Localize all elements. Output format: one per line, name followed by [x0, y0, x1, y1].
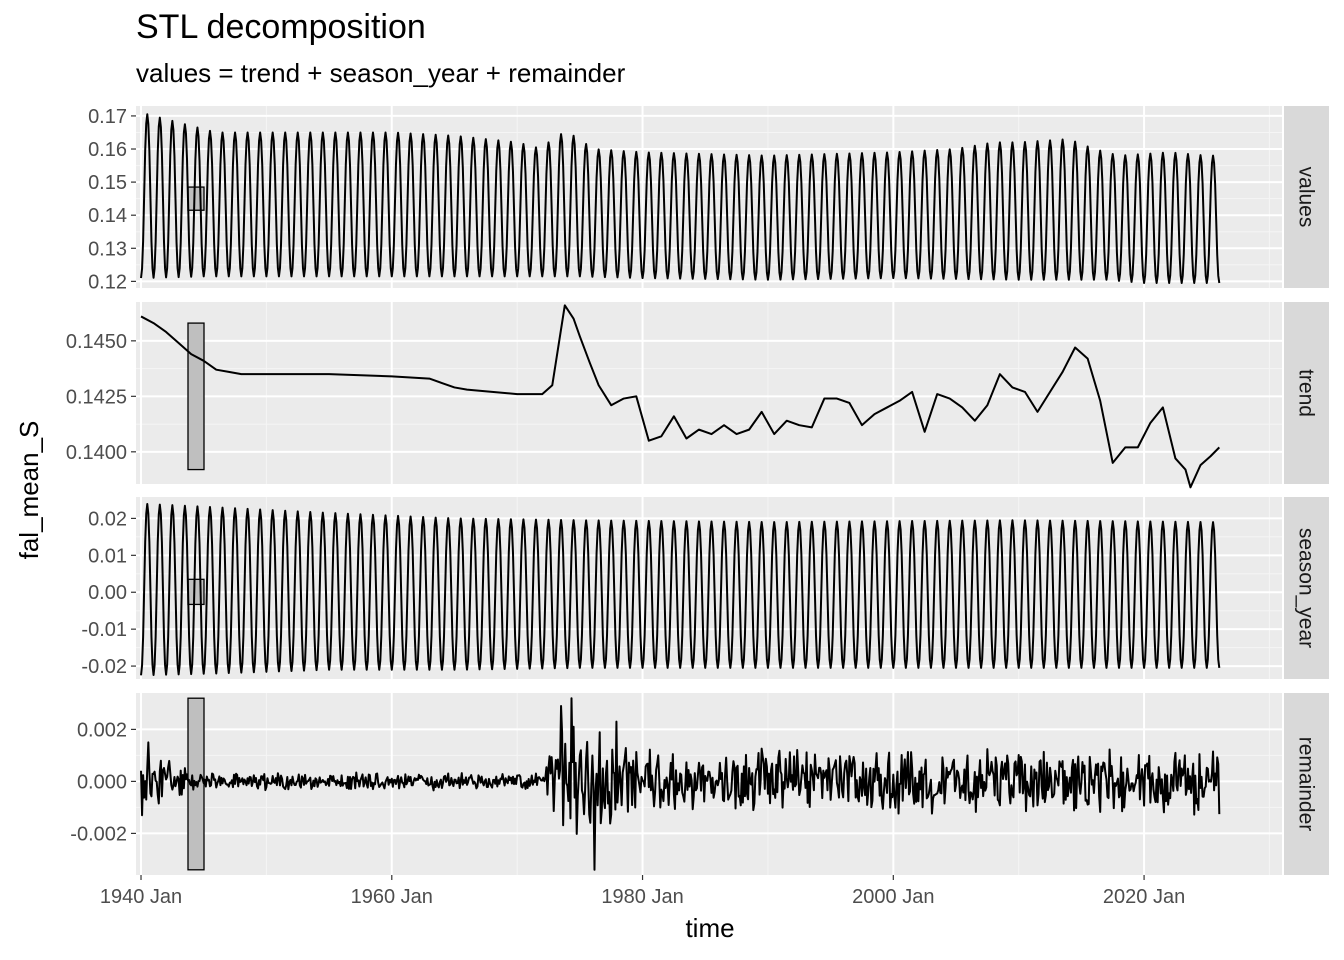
- strip-label: trend: [1295, 369, 1318, 417]
- y-tick-label: -0.002: [70, 823, 127, 845]
- y-axis-title: fal_mean_S: [14, 421, 44, 560]
- panel-season-year: 0.02 0.01 0.00 -0.01 -0.02 season_year: [81, 497, 1329, 679]
- strip-label: remainder: [1295, 737, 1318, 832]
- y-tick-label: 0.1450: [66, 331, 127, 353]
- y-tick-label: 0.17: [88, 106, 127, 128]
- chart-subtitle: values = trend + season_year + remainder: [136, 58, 626, 88]
- y-tick-label: 0.1425: [66, 386, 127, 408]
- x-axis-title: time: [685, 913, 734, 943]
- y-tick-label: 0.14: [88, 205, 127, 227]
- series-line-trend: [140, 304, 1221, 489]
- series-line-season-year: [140, 502, 1221, 676]
- x-tick-label: 1980 Jan: [601, 886, 683, 908]
- y-tick-label: 0.12: [88, 271, 127, 293]
- x-axis: 1940 Jan 1960 Jan 1980 Jan 2000 Jan 2020 Jan: [100, 875, 1185, 908]
- x-tick-label: 2000 Jan: [852, 886, 934, 908]
- strip-background: [1284, 302, 1329, 484]
- panel-background: [136, 302, 1282, 484]
- strip-label: season_year: [1295, 528, 1318, 648]
- chart-title: STL decomposition: [136, 8, 426, 46]
- panels-layer: 0.120.130.140.150.160.17values0.14000.14…: [66, 106, 1329, 875]
- y-tick-label: 0.01: [88, 545, 127, 567]
- y-tick-label: 0.02: [88, 508, 127, 530]
- strip-background: [1284, 497, 1329, 679]
- panel-remainder: 0.002 0.000 -0.002 remainder: [70, 693, 1329, 875]
- y-tick-label: 0.002: [77, 719, 127, 741]
- y-tick-label: 0.15: [88, 172, 127, 194]
- scale-bar: [187, 322, 205, 471]
- y-tick-label: 0.00: [88, 582, 127, 604]
- x-tick-label: 1960 Jan: [351, 886, 433, 908]
- series-line-remainder: [140, 697, 1221, 871]
- panel-trend: 0.1400 0.1425 0.1450 trend: [66, 302, 1329, 489]
- strip-label: values: [1295, 167, 1318, 228]
- strip-background: [1284, 106, 1329, 288]
- panel-values: 0.12 0.13 0.14 0.15 0.16 0.17 values: [88, 106, 1329, 293]
- panel-background: [136, 693, 1282, 875]
- y-tick-label: 0.13: [88, 238, 127, 260]
- strip-background: [1284, 693, 1329, 875]
- y-tick-label: -0.02: [81, 656, 127, 678]
- series-line-values: [140, 113, 1221, 285]
- x-tick-label: 1940 Jan: [100, 886, 182, 908]
- y-tick-label: -0.01: [81, 619, 127, 641]
- x-tick-label: 2020 Jan: [1103, 886, 1185, 908]
- y-tick-label: 0.1400: [66, 442, 127, 464]
- y-tick-label: 0.000: [77, 771, 127, 793]
- y-tick-label: 0.16: [88, 139, 127, 161]
